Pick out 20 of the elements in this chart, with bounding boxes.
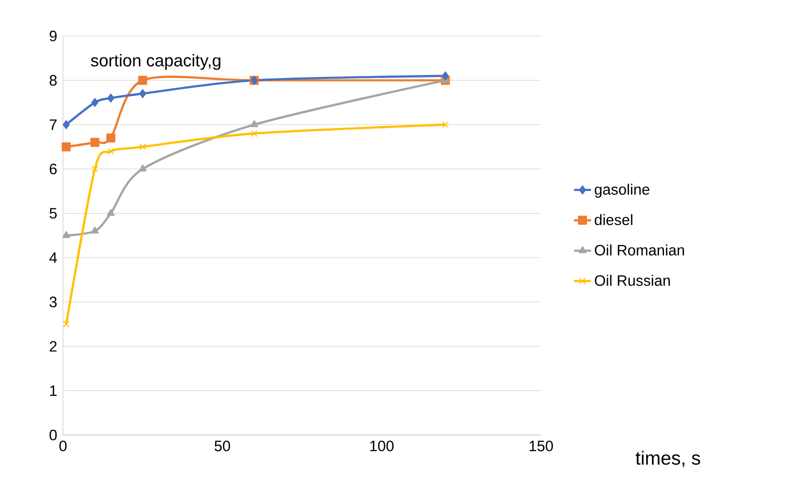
x-axis-title: times, s (636, 450, 700, 468)
legend-label: diesel (594, 214, 632, 226)
x-tick-label: 150 (530, 440, 553, 452)
y-tick-label: 8 (50, 75, 57, 86)
y-tick-label: 5 (50, 208, 57, 219)
y-axis-title: sortion capacity,g (90, 54, 220, 70)
x-tick-label: 50 (214, 440, 230, 452)
y-tick-label: 1 (50, 385, 57, 396)
x-tick-label: 100 (370, 440, 394, 452)
y-tick-label: 9 (50, 30, 57, 42)
x-tick-label: 0 (59, 440, 67, 452)
legend-label: Oil Russian (594, 274, 670, 286)
y-tick-label: 2 (50, 341, 57, 352)
y-tick-label: 7 (50, 120, 57, 130)
y-tick-label: 0 (50, 430, 57, 440)
legend-label: Oil Romanian (594, 244, 684, 256)
y-tick-label: 3 (50, 296, 57, 308)
y-tick-label: 4 (49, 252, 57, 263)
legend-label: gasoline (594, 184, 650, 198)
y-tick-label: 6 (50, 164, 57, 174)
